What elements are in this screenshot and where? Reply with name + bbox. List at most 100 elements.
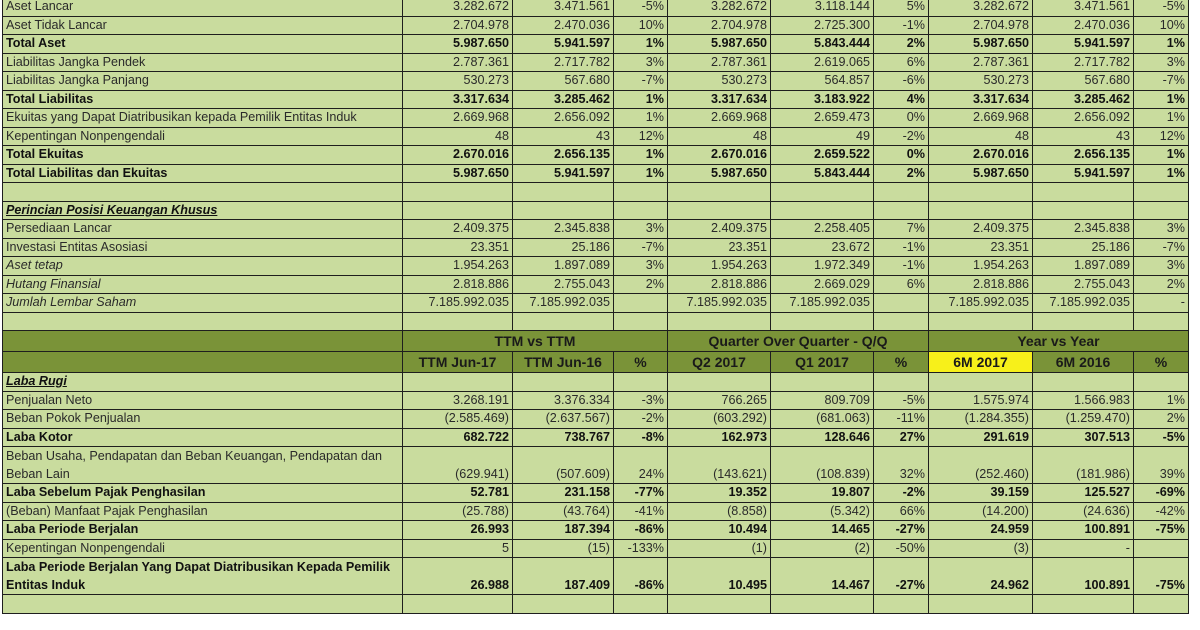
empty-cell[interactable] [1032,182,1134,202]
value-cell[interactable]: -75% [1133,520,1189,540]
value-cell[interactable]: -42% [1133,501,1189,521]
value-cell[interactable]: (24.636) [1032,501,1134,521]
value-cell[interactable]: (143.621) [667,446,771,484]
value-cell[interactable]: 2.725.300 [770,15,874,35]
value-cell[interactable]: 2% [873,34,929,54]
row-label[interactable]: Investasi Entitas Asosiasi [2,237,403,257]
value-cell[interactable]: 10% [1133,15,1189,35]
value-cell[interactable]: 49 [770,126,874,146]
value-cell[interactable]: 809.709 [770,390,874,410]
value-cell[interactable]: 3.471.561 [1032,0,1134,17]
value-cell[interactable]: 7% [873,219,929,239]
value-cell[interactable]: 25.186 [512,237,614,257]
empty-cell[interactable] [1133,311,1189,331]
value-cell[interactable]: 2.755.043 [1032,274,1134,294]
value-cell[interactable]: (1.259.470) [1032,409,1134,429]
column-header[interactable]: % [873,351,929,373]
value-cell[interactable]: 2.258.405 [770,219,874,239]
value-cell[interactable]: (252.460) [928,446,1033,484]
value-cell[interactable]: 3.282.672 [928,0,1033,17]
empty-cell[interactable] [873,182,929,202]
value-cell[interactable]: 567.680 [512,71,614,91]
value-cell[interactable]: 39.159 [928,483,1033,503]
value-cell[interactable]: 2.670.016 [928,145,1033,165]
value-cell[interactable]: -2% [613,409,668,429]
column-header[interactable]: % [1133,351,1189,373]
empty-cell[interactable] [402,200,513,220]
row-label[interactable]: Aset Tidak Lancar [2,15,403,35]
empty-cell[interactable] [667,594,771,614]
value-cell[interactable]: 5.987.650 [667,163,771,183]
value-cell[interactable]: 5.987.650 [402,34,513,54]
value-cell[interactable]: -1% [873,15,929,35]
value-cell[interactable]: 10% [613,15,668,35]
empty-cell[interactable] [770,372,874,392]
value-cell[interactable]: 10.494 [667,520,771,540]
row-label[interactable]: Laba Periode Berjalan [2,520,403,540]
row-label[interactable]: Total Liabilitas dan Ekuitas [2,163,403,183]
value-cell[interactable]: -11% [873,409,929,429]
value-cell[interactable]: 5.987.650 [667,34,771,54]
empty-cell[interactable] [613,311,668,331]
column-header[interactable]: Q2 2017 [667,351,771,373]
value-cell[interactable]: (25.788) [402,501,513,521]
empty-cell[interactable] [402,372,513,392]
value-cell[interactable]: 530.273 [402,71,513,91]
empty-cell[interactable] [770,594,874,614]
value-cell[interactable]: 1% [613,108,668,128]
empty-cell[interactable] [402,311,513,331]
empty-cell[interactable] [613,200,668,220]
value-cell[interactable]: 1.954.263 [667,256,771,276]
row-label[interactable]: Persediaan Lancar [2,219,403,239]
value-cell[interactable]: 2.409.375 [928,219,1033,239]
value-cell[interactable]: (43.764) [512,501,614,521]
value-cell[interactable]: (108.839) [770,446,874,484]
value-cell[interactable]: -41% [613,501,668,521]
value-cell[interactable]: 2.818.886 [928,274,1033,294]
value-cell[interactable]: 231.158 [512,483,614,503]
value-cell[interactable]: 2.669.968 [667,108,771,128]
value-cell[interactable]: 5.843.444 [770,34,874,54]
value-cell[interactable]: 6% [873,274,929,294]
value-cell[interactable]: 7.185.992.035 [1032,293,1134,313]
value-cell[interactable]: 187.409 [512,557,614,595]
value-cell[interactable]: 3.282.672 [667,0,771,17]
empty-cell[interactable] [512,594,614,614]
value-cell[interactable]: (15) [512,538,614,558]
empty-cell[interactable] [667,311,771,331]
value-cell[interactable]: 5% [873,0,929,17]
value-cell[interactable]: 2.659.473 [770,108,874,128]
value-cell[interactable]: 2.669.968 [928,108,1033,128]
value-cell[interactable]: 19.807 [770,483,874,503]
value-cell[interactable]: 1% [1133,108,1189,128]
value-cell[interactable]: 3% [1133,219,1189,239]
value-cell[interactable]: -50% [873,538,929,558]
value-cell[interactable]: 6% [873,52,929,72]
column-header[interactable]: TTM Jun-16 [512,351,614,373]
value-cell[interactable]: 24.959 [928,520,1033,540]
row-label[interactable]: Aset Lancar [2,0,403,17]
empty-cell[interactable] [402,594,513,614]
value-cell[interactable]: - [1133,293,1189,313]
value-cell[interactable]: 26.993 [402,520,513,540]
value-cell[interactable]: 2.669.968 [402,108,513,128]
value-cell[interactable]: 2.656.135 [512,145,614,165]
empty-cell[interactable] [770,311,874,331]
value-cell[interactable]: 2.409.375 [402,219,513,239]
row-label[interactable]: Kepentingan Nonpengendali [2,538,403,558]
column-header[interactable]: TTM Jun-17 [402,351,513,373]
value-cell[interactable]: 1% [613,163,668,183]
column-header[interactable]: 6M 2017 [928,351,1033,373]
value-cell[interactable]: 3% [613,52,668,72]
row-label[interactable]: Jumlah Lembar Saham [2,293,403,313]
value-cell[interactable]: 2.787.361 [928,52,1033,72]
empty-cell[interactable] [512,372,614,392]
value-cell[interactable]: 14.467 [770,557,874,595]
value-cell[interactable]: 0% [873,108,929,128]
value-cell[interactable]: 2.656.092 [1032,108,1134,128]
value-cell[interactable]: 3.317.634 [402,89,513,109]
value-cell[interactable]: 14.465 [770,520,874,540]
value-cell[interactable]: 2.787.361 [402,52,513,72]
empty-cell[interactable] [512,311,614,331]
value-cell[interactable]: 2.670.016 [402,145,513,165]
